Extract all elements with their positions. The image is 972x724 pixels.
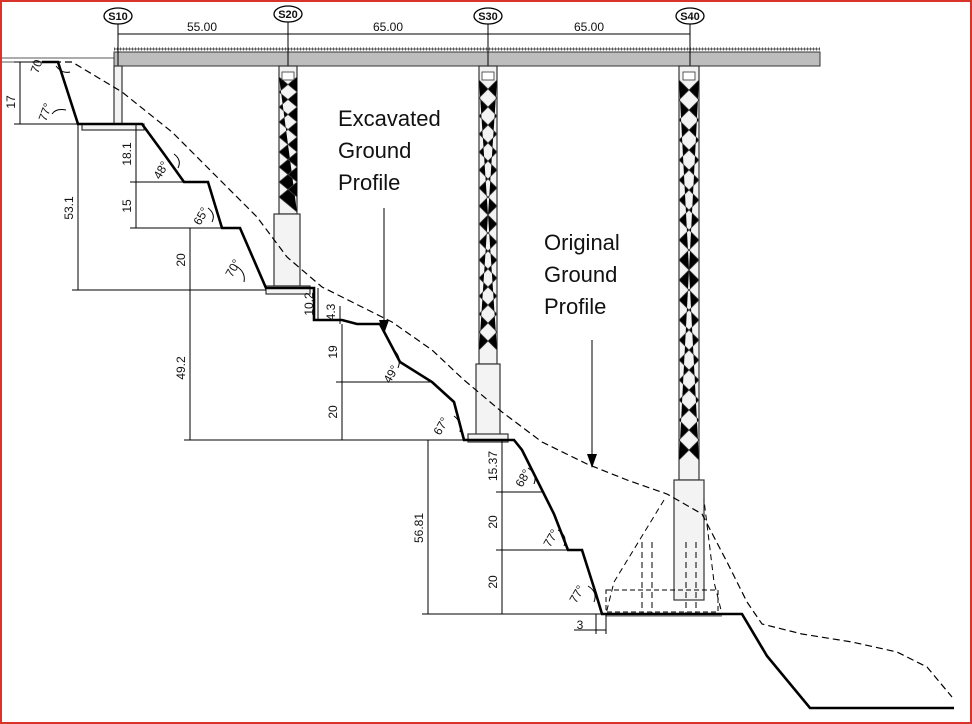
angle-70-mid: 70° xyxy=(222,257,243,280)
svg-text:Original: Original xyxy=(544,230,620,255)
arrow-head-icon xyxy=(379,320,389,334)
dim-56-81: 56.81 xyxy=(412,513,426,543)
svg-text:S40: S40 xyxy=(680,11,700,23)
angle-arcs xyxy=(51,65,596,603)
arrow-head-icon xyxy=(587,454,597,468)
angle-77-low: 77° xyxy=(566,583,587,606)
dim-20-lower-b: 20 xyxy=(486,575,500,589)
pier-s20 xyxy=(265,65,311,295)
dim-20-upper: 20 xyxy=(174,253,188,267)
dim-20-mid: 20 xyxy=(326,405,340,419)
dim-3: 3 xyxy=(577,618,584,632)
svg-text:S10: S10 xyxy=(108,11,128,23)
svg-text:Profile: Profile xyxy=(338,170,400,195)
dim-4-3: 4.3 xyxy=(324,303,338,320)
angle-77-top: 77° xyxy=(36,101,55,123)
deck-girder xyxy=(113,51,821,67)
original-ground-profile xyxy=(32,61,953,698)
svg-text:Excavated: Excavated xyxy=(338,106,441,131)
dim-53-1: 53.1 xyxy=(62,196,76,220)
annotation-original-ground-profile: Original Ground Profile xyxy=(544,230,620,468)
dim-10-2: 10.2 xyxy=(302,292,316,316)
bridge-deck xyxy=(2,47,821,67)
dim-20-lower-a: 20 xyxy=(486,515,500,529)
svg-text:S30: S30 xyxy=(478,11,498,23)
dim-15: 15 xyxy=(120,199,134,213)
span-label-3: 65.00 xyxy=(574,20,604,34)
support-marker-s10: S10 xyxy=(103,7,133,25)
svg-text:Ground: Ground xyxy=(338,138,411,163)
dim-17: 17 xyxy=(4,95,18,109)
support-marker-s20: S20 xyxy=(273,5,303,23)
support-marker-s40: S40 xyxy=(675,7,705,25)
dim-15-37: 15.37 xyxy=(486,451,500,481)
dim-18-1: 18.1 xyxy=(120,142,134,166)
foundation-s40 xyxy=(605,499,723,617)
svg-text:Ground: Ground xyxy=(544,262,617,287)
support-marker-s30: S30 xyxy=(473,7,503,25)
pier-s40 xyxy=(673,65,705,601)
dim-19: 19 xyxy=(326,345,340,359)
dimension-lines xyxy=(14,61,607,634)
abutment-s10 xyxy=(81,65,145,131)
dim-49-2: 49.2 xyxy=(174,356,188,380)
angle-67: 67° xyxy=(430,415,451,438)
pier-s30 xyxy=(467,65,509,443)
angle-70-top: 70 xyxy=(28,57,46,75)
svg-text:Profile: Profile xyxy=(544,294,606,319)
span-dimension-line: 55.00 65.00 65.00 xyxy=(117,16,691,70)
span-label-2: 65.00 xyxy=(373,20,403,34)
svg-text:S20: S20 xyxy=(278,9,298,21)
span-label-1: 55.00 xyxy=(187,20,217,34)
annotation-excavated-ground-profile: Excavated Ground Profile xyxy=(338,106,441,334)
